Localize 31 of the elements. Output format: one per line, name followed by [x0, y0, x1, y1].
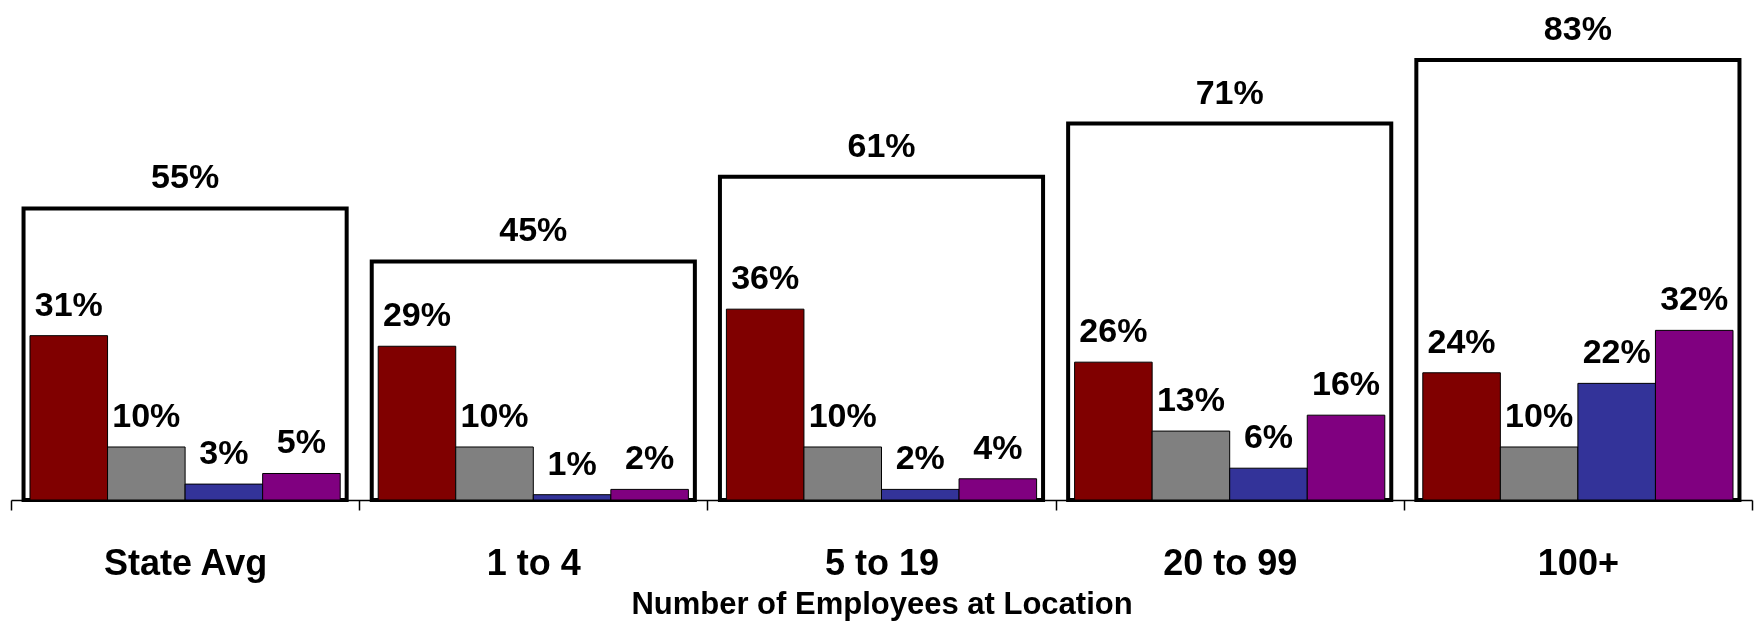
data-label: 45%: [499, 210, 568, 249]
data-label: 32%: [1660, 279, 1729, 318]
data-label: 1%: [547, 443, 597, 482]
data-label: 61%: [847, 125, 916, 164]
data-label: 22%: [1582, 332, 1651, 371]
x-tick-label: 100+: [1537, 541, 1619, 583]
data-label: 24%: [1427, 321, 1496, 360]
x-tick-label: 1 to 4: [486, 541, 581, 583]
data-label: 2%: [895, 438, 945, 477]
data-label: 6%: [1243, 417, 1294, 456]
x-axis-title: Number of Employees at Location: [631, 585, 1133, 621]
data-label: 10%: [1505, 395, 1574, 434]
data-label: 16%: [1311, 364, 1381, 403]
data-label: 13%: [1156, 380, 1225, 419]
x-tick-label: 20 to 99: [1163, 541, 1298, 583]
data-label: 3%: [199, 433, 249, 472]
x-tick-label: State Avg: [103, 541, 268, 583]
data-label: 10%: [112, 395, 181, 434]
data-label: 4%: [973, 427, 1023, 466]
data-label: 10%: [460, 395, 529, 434]
data-label: 71%: [1195, 72, 1264, 111]
data-label: 26%: [1079, 311, 1148, 350]
data-label: 36%: [731, 258, 800, 297]
data-label: 29%: [382, 295, 452, 334]
data-label: 83%: [1543, 9, 1612, 47]
data-label: 5%: [276, 422, 326, 461]
data-label: 55%: [151, 157, 220, 196]
x-tick-label: 5 to 19: [824, 541, 940, 583]
data-label: 31%: [34, 284, 103, 323]
data-label: 2%: [625, 438, 675, 477]
data-label: 10%: [808, 395, 877, 434]
